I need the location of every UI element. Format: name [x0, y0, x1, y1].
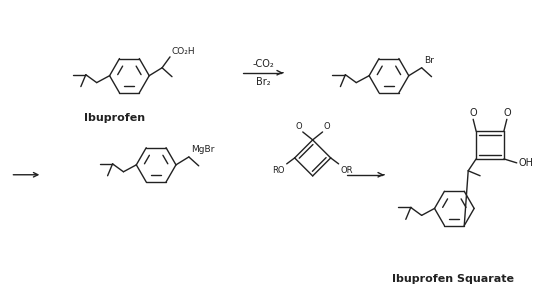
Text: CO₂H: CO₂H [171, 47, 195, 56]
Text: MgBr: MgBr [191, 145, 214, 154]
Text: Ibuprofen: Ibuprofen [84, 113, 145, 123]
Text: OR: OR [341, 166, 353, 175]
Text: Br: Br [423, 56, 433, 65]
Text: O: O [295, 122, 302, 131]
Text: O: O [503, 108, 511, 118]
Text: -CO₂: -CO₂ [253, 59, 274, 69]
Text: O: O [470, 108, 477, 118]
Text: Br₂: Br₂ [256, 77, 270, 87]
Text: RO: RO [273, 166, 285, 175]
Text: OH: OH [519, 158, 534, 168]
Text: Ibuprofen Squarate: Ibuprofen Squarate [392, 274, 514, 284]
Text: O: O [324, 122, 330, 131]
